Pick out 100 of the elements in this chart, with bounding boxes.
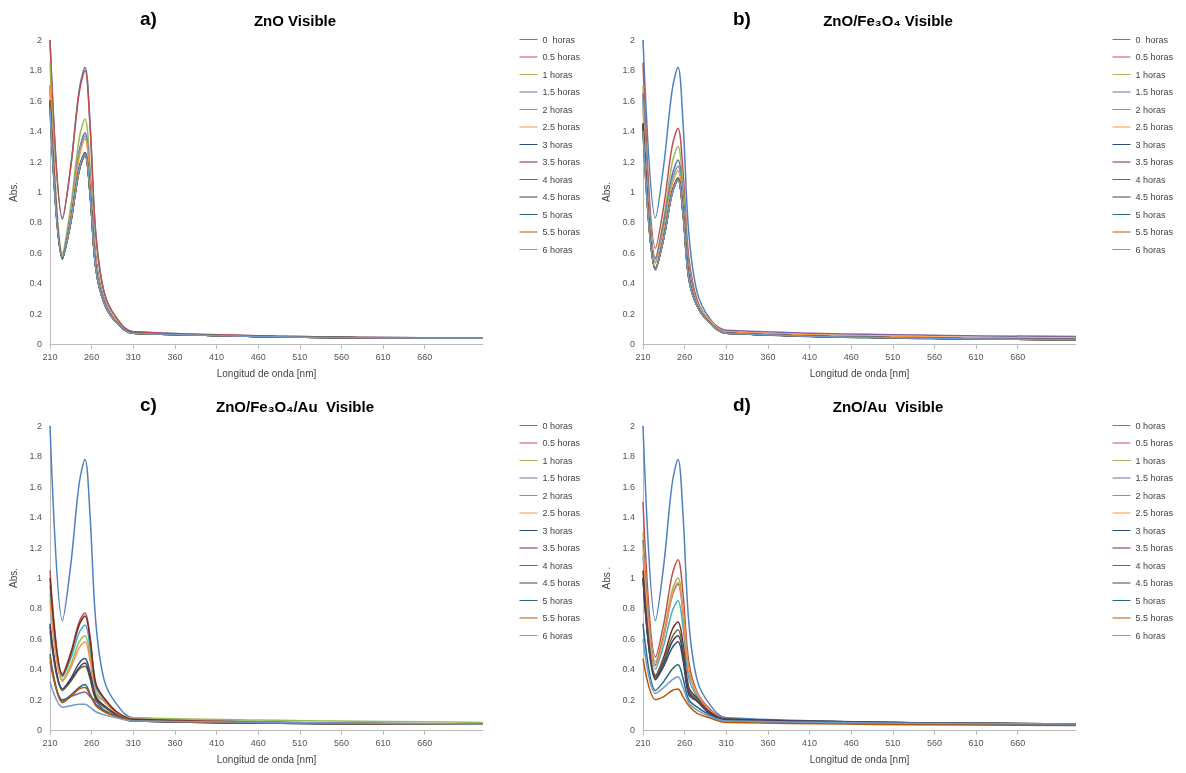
- y-tick-label: 2: [629, 35, 635, 45]
- x-tick-label: 660: [1010, 737, 1026, 748]
- y-tick-label: 0.8: [29, 217, 42, 228]
- x-tick-label: 360: [167, 737, 183, 748]
- legend-label: 6 horas: [1135, 244, 1166, 255]
- y-tick-label: 0.2: [29, 308, 42, 319]
- legend-label: 1 horas: [542, 69, 573, 80]
- legend-label: 0.5 horas: [542, 438, 581, 448]
- x-tick-label: 560: [333, 737, 349, 748]
- x-tick-label: 660: [417, 737, 433, 748]
- y-tick-label: 0.8: [622, 217, 635, 228]
- text: d): [733, 394, 751, 415]
- y-tick-label: 0: [629, 725, 635, 735]
- y-tick-label: 0: [36, 339, 42, 349]
- y-tick-label: 1: [36, 573, 42, 583]
- x-tick-label: 410: [209, 737, 225, 748]
- x-tick-label: 310: [125, 737, 141, 748]
- y-tick-label: 1.2: [29, 542, 42, 553]
- x-tick-label: 610: [968, 351, 984, 362]
- x-tick-label: 610: [968, 737, 984, 748]
- legend-label: 3.5 horas: [542, 157, 581, 167]
- legend-label: 5.5 horas: [1135, 613, 1174, 623]
- legend-label: 2 horas: [542, 104, 573, 115]
- y-tick-label: 1.2: [29, 156, 42, 167]
- y-tick-label: 0.6: [622, 633, 635, 644]
- legend-label: 0.5 horas: [1135, 438, 1174, 448]
- y-tick-label: 1.4: [29, 512, 42, 523]
- legend-label: 4 horas: [1135, 174, 1166, 185]
- legend-label: 3 horas: [1135, 139, 1166, 150]
- legend-label: 6 horas: [542, 630, 573, 641]
- x-tick-label: 310: [125, 351, 141, 362]
- chart-title: ZnO/Fe₃O₄ Visible: [823, 12, 953, 29]
- x-axis-title: Longitud de onda [nm]: [809, 367, 910, 379]
- text: a): [140, 8, 157, 29]
- y-tick-label: 1.6: [29, 481, 42, 492]
- y-tick-label: 1.2: [622, 542, 635, 553]
- y-tick-label: 1.4: [622, 126, 635, 137]
- x-tick-label: 260: [84, 737, 100, 748]
- legend-label: 4.5 horas: [1135, 578, 1174, 588]
- legend-label: 2 horas: [1135, 490, 1166, 501]
- legend-label: 1 horas: [1135, 69, 1166, 80]
- y-tick-label: 0.2: [29, 694, 42, 705]
- y-tick-label: 1.8: [622, 451, 635, 462]
- x-tick-label: 510: [292, 351, 308, 362]
- legend-label: 5.5 horas: [1135, 227, 1174, 237]
- legend-label: 0 horas: [1135, 34, 1169, 45]
- x-tick-label: 660: [1010, 351, 1026, 362]
- x-tick-label: 410: [802, 351, 818, 362]
- y-tick-label: 0.6: [29, 247, 42, 258]
- legend-label: 3.5 horas: [1135, 157, 1174, 167]
- y-tick-label: 1.4: [622, 512, 635, 523]
- y-tick-label: 2: [629, 421, 635, 431]
- y-tick-label: 1.8: [622, 65, 635, 76]
- y-tick-label: 1: [36, 187, 42, 197]
- legend-label: 5 horas: [542, 595, 573, 606]
- legend-label: 5.5 horas: [542, 227, 581, 237]
- legend-label: 2 horas: [542, 490, 573, 501]
- y-tick-label: 0.4: [622, 664, 635, 675]
- legend-label: 0 horas: [542, 420, 573, 431]
- x-tick-label: 310: [718, 737, 734, 748]
- legend-label: 3.5 horas: [1135, 543, 1174, 553]
- x-tick-label: 460: [250, 351, 266, 362]
- legend-label: 0 horas: [1135, 420, 1166, 431]
- legend-label: 2.5 horas: [542, 122, 581, 132]
- x-tick-label: 360: [167, 351, 183, 362]
- x-tick-label: 310: [718, 351, 734, 362]
- x-tick-label: 460: [843, 737, 859, 748]
- x-tick-label: 460: [250, 737, 266, 748]
- legend-label: 6 horas: [542, 244, 573, 255]
- y-tick-label: 0: [629, 339, 635, 349]
- y-axis-title: Abs.: [600, 181, 612, 203]
- x-tick-label: 560: [333, 351, 349, 362]
- chart-title: ZnO/Au Visible: [832, 398, 944, 415]
- x-axis-title: Longitud de onda [nm]: [809, 753, 910, 765]
- text: c): [140, 394, 157, 415]
- x-tick-label: 610: [375, 351, 391, 362]
- x-tick-label: 510: [885, 351, 901, 362]
- x-tick-label: 410: [209, 351, 225, 362]
- x-tick-label: 510: [292, 737, 308, 748]
- legend-label: 4.5 horas: [1135, 192, 1174, 202]
- y-tick-label: 0.4: [29, 664, 42, 675]
- x-tick-label: 560: [926, 737, 942, 748]
- x-tick-label: 460: [843, 351, 859, 362]
- legend-label: 1.5 horas: [1135, 473, 1174, 483]
- legend-label: 4 horas: [542, 560, 573, 571]
- y-tick-label: 0.4: [29, 278, 42, 289]
- legend-label: 5 horas: [1135, 209, 1166, 220]
- legend-label: 4.5 horas: [542, 192, 581, 202]
- x-tick-label: 210: [42, 351, 58, 362]
- y-tick-label: 2: [36, 35, 42, 45]
- y-tick-label: 0.2: [622, 308, 635, 319]
- x-axis-title: Longitud de onda [nm]: [216, 367, 317, 379]
- x-tick-label: 260: [677, 737, 693, 748]
- y-axis-title: Abs.: [7, 181, 19, 203]
- x-tick-label: 260: [84, 351, 100, 362]
- legend-label: 1 horas: [1135, 455, 1166, 466]
- y-axis-title: Abs .: [600, 566, 612, 590]
- y-tick-label: 0.4: [622, 278, 635, 289]
- legend-label: 1.5 horas: [542, 87, 581, 97]
- legend-label: 3.5 horas: [542, 543, 581, 553]
